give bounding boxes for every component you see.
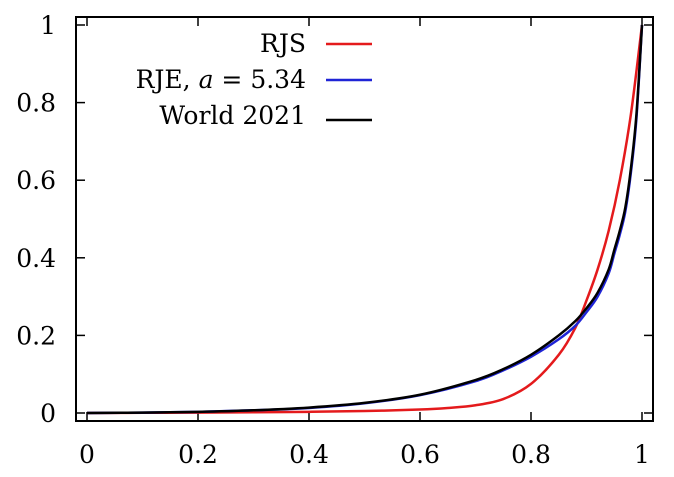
x-tick-label: 0.2 — [178, 440, 218, 469]
x-tick-label: 0.6 — [400, 440, 440, 469]
x-tick-label: 0 — [79, 440, 95, 469]
y-tick-label: 0 — [40, 399, 56, 428]
x-tick-label: 0.4 — [289, 440, 329, 469]
y-tick-label: 1 — [40, 11, 56, 40]
x-tick-label: 1 — [634, 440, 650, 469]
legend-label-world-2021: World 2021 — [159, 101, 306, 130]
y-tick-label: 0.6 — [16, 166, 56, 195]
legend-label-rje: RJE, a = 5.34 — [136, 65, 306, 94]
legend-label-rjs: RJS — [260, 29, 306, 58]
series-lines — [86, 24, 644, 415]
series-line-rjs — [86, 24, 644, 415]
series-line-world-2021 — [86, 24, 644, 415]
ticks-layer: 0 0.2 0.4 0.6 0.8 1 0 0.2 0.4 0.6 0.8 1 — [16, 11, 653, 469]
y-tick-label: 0.2 — [16, 321, 56, 350]
y-tick-label: 0.4 — [16, 244, 56, 273]
y-tick-label: 0.8 — [16, 89, 56, 118]
x-tick-label: 0.8 — [511, 440, 551, 469]
plot-frame — [75, 16, 654, 422]
legend: RJS RJE, a = 5.34 World 2021 — [136, 29, 372, 130]
